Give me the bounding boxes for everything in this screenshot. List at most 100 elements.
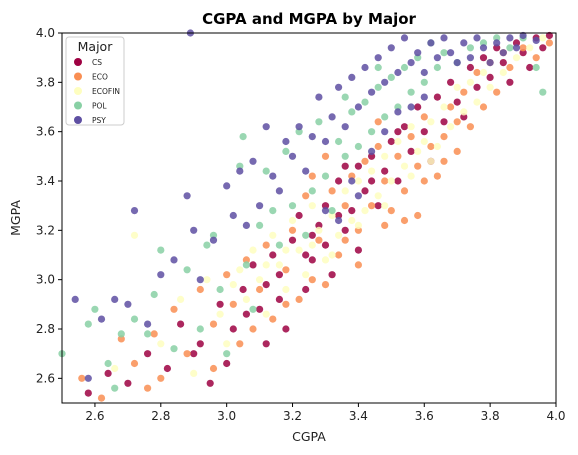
x-tick-label: 3.6 <box>415 409 434 423</box>
point-psy <box>308 133 316 141</box>
point-cs <box>302 251 310 259</box>
point-psy <box>447 49 455 57</box>
x-tick-label: 3.4 <box>349 409 368 423</box>
point-eco <box>447 103 455 111</box>
point-pol <box>493 34 501 42</box>
point-eco <box>308 172 316 180</box>
point-psy <box>348 177 356 185</box>
point-cs <box>163 364 171 373</box>
point-cs <box>275 295 283 303</box>
point-eco <box>440 133 448 141</box>
point-eco <box>308 276 316 284</box>
point-psy <box>282 137 290 146</box>
point-eco <box>374 142 382 151</box>
point-psy <box>466 54 474 62</box>
point-ecofin <box>315 226 323 234</box>
point-ecofin <box>400 162 409 170</box>
point-psy <box>223 182 231 190</box>
point-eco <box>321 281 330 289</box>
point-eco <box>453 147 461 155</box>
point-psy <box>341 123 349 131</box>
point-psy <box>262 123 270 131</box>
point-eco <box>479 103 488 111</box>
point-psy <box>400 34 409 42</box>
point-psy <box>335 83 343 91</box>
point-eco <box>466 123 474 131</box>
point-pol <box>328 207 336 215</box>
point-psy <box>236 167 244 175</box>
point-ecofin <box>374 192 382 200</box>
point-psy <box>130 207 139 215</box>
point-eco <box>387 207 395 215</box>
point-psy <box>321 137 330 146</box>
point-ecofin <box>453 83 461 91</box>
point-cs <box>374 202 382 210</box>
point-ecofin <box>302 271 310 279</box>
point-eco <box>196 285 204 294</box>
point-ecofin <box>190 369 198 377</box>
point-cs <box>216 300 224 308</box>
point-psy <box>111 295 119 303</box>
x-tick-label: 3.0 <box>217 409 236 423</box>
point-psy <box>479 44 488 52</box>
point-ecofin <box>427 118 435 126</box>
point-eco <box>400 187 409 195</box>
x-tick-label: 4.0 <box>546 409 565 423</box>
point-cs <box>190 350 198 358</box>
point-cs <box>206 379 214 387</box>
point-pol <box>440 49 448 57</box>
point-pol <box>466 44 474 52</box>
point-cs <box>414 103 422 111</box>
legend-entries: CS ECO ECOFIN POL PSY <box>74 58 120 125</box>
point-eco <box>321 152 330 160</box>
x-tick-label: 2.6 <box>85 409 104 423</box>
point-ecofin <box>479 68 488 77</box>
point-pol <box>216 285 224 294</box>
point-psy <box>249 157 257 165</box>
point-pol <box>196 325 204 333</box>
point-pol <box>170 345 178 353</box>
point-eco <box>545 39 554 47</box>
point-pol <box>130 315 139 323</box>
point-cs <box>354 246 362 254</box>
point-cs <box>275 271 283 279</box>
point-cs <box>144 350 152 358</box>
point-eco <box>183 350 191 358</box>
point-ecofin <box>466 78 474 86</box>
point-cs <box>545 31 554 40</box>
point-eco <box>506 63 514 72</box>
point-cs <box>354 162 362 170</box>
point-psy <box>381 78 389 86</box>
point-eco <box>117 335 125 343</box>
point-cs <box>242 310 250 318</box>
point-psy <box>512 44 521 52</box>
point-ecofin <box>394 137 402 146</box>
point-pol <box>262 167 270 175</box>
point-cs <box>177 320 185 328</box>
point-eco <box>335 251 343 259</box>
point-eco <box>282 266 290 274</box>
point-pol <box>539 88 547 96</box>
point-pol <box>249 305 257 313</box>
point-cs <box>460 113 468 121</box>
point-psy <box>407 103 415 111</box>
point-eco <box>341 236 349 244</box>
point-cs <box>400 123 409 131</box>
point-eco <box>315 236 323 244</box>
point-psy <box>381 128 389 136</box>
point-pol <box>361 98 369 106</box>
point-eco <box>427 142 435 151</box>
point-eco <box>150 330 158 338</box>
point-pol <box>269 207 277 215</box>
point-cs <box>394 177 402 185</box>
point-psy <box>499 49 507 57</box>
ticks-layer: 2.6 2.8 3.0 3.2 3.4 3.6 3.8 4.0 2.6 2.8 3.0 3.2 3.4 3… <box>36 26 566 423</box>
y-tick-label: 3.2 <box>36 223 55 237</box>
legend-marker-ecofin <box>74 87 82 95</box>
point-cs <box>420 128 428 136</box>
point-psy <box>493 39 501 47</box>
legend-marker-cs <box>74 58 82 66</box>
point-psy <box>144 320 152 328</box>
legend-marker-psy <box>74 116 82 124</box>
point-eco <box>394 152 402 160</box>
